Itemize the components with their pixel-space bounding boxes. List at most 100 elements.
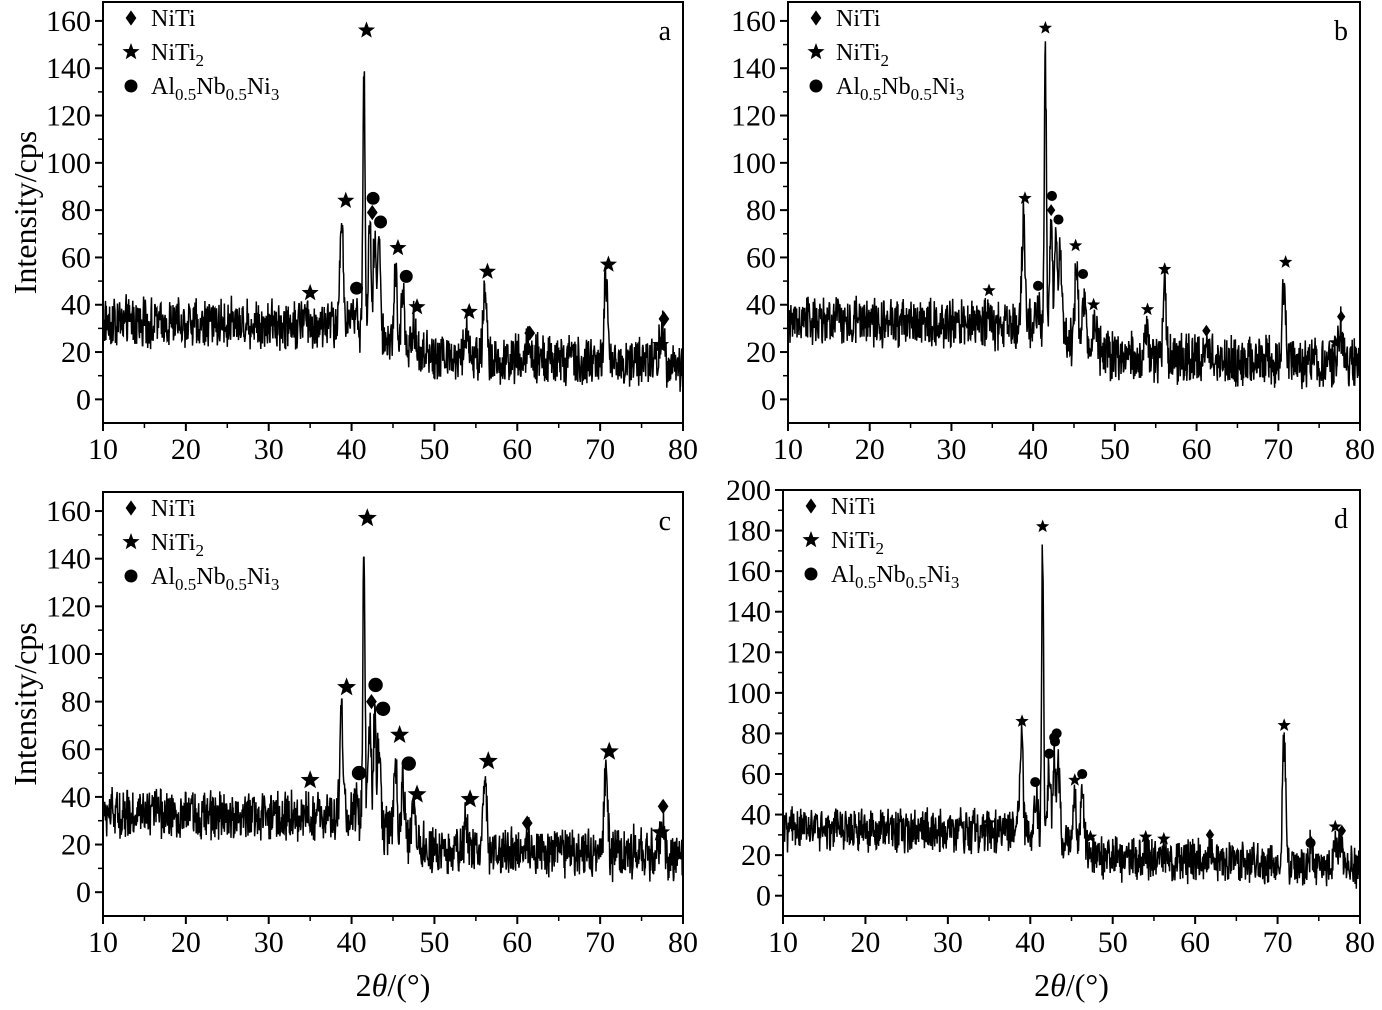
y-tick-label: 40 xyxy=(746,289,776,322)
y-tick-label: 40 xyxy=(61,289,91,322)
x-tick-label: 70 xyxy=(1263,433,1293,466)
x-tick-label: 60 xyxy=(502,926,532,959)
x-tick-label: 30 xyxy=(254,926,284,959)
legend-circle-icon xyxy=(804,567,818,581)
x-tick-label: 60 xyxy=(502,433,532,466)
y-tick-label: 120 xyxy=(46,590,91,623)
peak-marker-star-icon xyxy=(651,822,671,841)
peak-marker-star-icon xyxy=(300,770,320,789)
x-tick-label: 20 xyxy=(855,433,885,466)
y-tick-label: 180 xyxy=(726,515,771,548)
peak-marker-star-icon xyxy=(460,789,480,808)
y-tick-label: 40 xyxy=(741,799,771,832)
y-tick-label: 160 xyxy=(46,495,91,528)
y-axis-title: Intensity/cps xyxy=(7,131,43,295)
x-tick-label: 70 xyxy=(585,433,615,466)
peak-marker-star-icon xyxy=(357,508,377,527)
legend-label: Al0.5Nb0.5Ni3 xyxy=(151,74,279,104)
y-tick-label: 0 xyxy=(756,880,771,913)
peak-marker-diamond-icon xyxy=(1337,824,1347,837)
y-tick-label: 120 xyxy=(726,636,771,669)
legend-circle-icon xyxy=(124,79,138,93)
peak-marker-diamond-icon xyxy=(366,204,378,221)
y-tick-label: 100 xyxy=(731,147,776,180)
peak-marker-star-icon xyxy=(357,21,376,38)
peak-marker-circle-icon xyxy=(1044,748,1055,759)
legend-diamond-icon xyxy=(125,500,137,516)
peak-marker-star-icon xyxy=(1068,238,1083,252)
peak-marker-star-icon xyxy=(652,335,670,353)
y-tick-label: 20 xyxy=(61,336,91,369)
peak-marker-circle-icon xyxy=(1051,728,1062,739)
peak-marker-circle-icon xyxy=(399,269,413,283)
x-tick-label: 30 xyxy=(254,433,284,466)
peak-marker-star-icon xyxy=(1086,297,1101,311)
legend-label: NiTi xyxy=(831,494,876,520)
panel-b: 10 20 30 40 50 60 70 80 0 20 40 60 80 100 120 140 160 b Ni… xyxy=(731,1,1375,466)
peak-marker-star-icon xyxy=(389,238,407,256)
x-tick-label: 40 xyxy=(337,433,367,466)
y-tick-label: 100 xyxy=(726,677,771,710)
peak-marker-circle-icon xyxy=(366,191,380,205)
x-tick-label: 20 xyxy=(171,926,201,959)
y-tick-label: 20 xyxy=(61,829,91,862)
x-tick-label: 50 xyxy=(1098,926,1128,959)
peak-marker-star-icon xyxy=(301,283,319,301)
peak-marker-star-icon xyxy=(337,191,355,208)
x-tick-label: 50 xyxy=(419,926,449,959)
x-axis-title: 2θ/(°) xyxy=(356,967,431,1003)
legend-star-icon xyxy=(807,43,825,60)
peak-marker-diamond-icon xyxy=(524,325,536,341)
peak-marker-star-icon xyxy=(599,741,619,760)
y-tick-label: 140 xyxy=(731,52,776,85)
peak-marker-star-icon xyxy=(599,255,617,272)
y-tick-label: 160 xyxy=(46,5,91,38)
peak-marker-star-icon xyxy=(478,751,498,770)
panel-label: d xyxy=(1334,504,1348,535)
y-tick-label: 60 xyxy=(741,758,771,791)
peak-marker-diamond-icon xyxy=(1046,204,1056,217)
y-tick-label: 100 xyxy=(46,147,91,180)
peak-marker-circle-icon xyxy=(350,281,364,295)
x-tick-label: 80 xyxy=(1345,433,1375,466)
legend-star-icon xyxy=(802,531,820,548)
peak-marker-star-icon xyxy=(390,724,410,744)
peak-marker-star-icon xyxy=(337,677,357,696)
legend-diamond-icon xyxy=(125,10,137,26)
legend-label: NiTi xyxy=(151,6,196,32)
y-tick-label: 140 xyxy=(726,596,771,629)
x-tick-label: 80 xyxy=(668,926,698,959)
panel-label: c xyxy=(659,506,671,537)
peak-marker-star-icon xyxy=(1328,819,1342,833)
x-tick-label: 30 xyxy=(933,926,963,959)
peak-marker-circle-icon xyxy=(1033,280,1044,291)
x-tick-label: 40 xyxy=(337,926,367,959)
diffraction-trace xyxy=(788,41,1360,390)
peak-marker-star-icon xyxy=(1278,255,1293,268)
y-tick-label: 160 xyxy=(731,5,776,38)
y-tick-label: 20 xyxy=(746,336,776,369)
peak-marker-star-icon xyxy=(408,298,426,315)
y-tick-label: 140 xyxy=(46,543,91,576)
y-tick-label: 0 xyxy=(76,383,91,416)
peak-marker-star-icon xyxy=(1157,831,1171,845)
peak-marker-diamond-icon xyxy=(1202,324,1211,337)
peak-marker-diamond-icon xyxy=(521,815,533,831)
legend-label: NiTi2 xyxy=(831,528,884,558)
y-tick-label: 80 xyxy=(746,194,776,227)
x-tick-label: 40 xyxy=(1018,433,1048,466)
y-tick-label: 80 xyxy=(61,194,91,227)
legend: NiTi NiTi2 Al0.5Nb0.5Ni3 xyxy=(122,6,279,104)
x-tick-label: 10 xyxy=(88,926,118,959)
diffraction-trace xyxy=(103,556,683,883)
y-tick-label: 0 xyxy=(76,876,91,909)
x-tick-label: 10 xyxy=(773,433,803,466)
panel-d: 10 20 30 40 50 60 70 80 0 20 40 60 80 100 120 140 160 180… xyxy=(726,474,1375,1003)
x-tick-label: 20 xyxy=(171,433,201,466)
y-tick-label: 100 xyxy=(46,638,91,671)
legend-label: Al0.5Nb0.5Ni3 xyxy=(151,564,279,594)
legend-label: NiTi xyxy=(836,6,881,32)
y-tick-label: 160 xyxy=(726,555,771,588)
panel-a: 10 20 30 40 50 60 70 80 0 20 40 60 80 100 120 140 160 Int… xyxy=(7,1,698,466)
peak-marker-star-icon xyxy=(460,302,478,320)
